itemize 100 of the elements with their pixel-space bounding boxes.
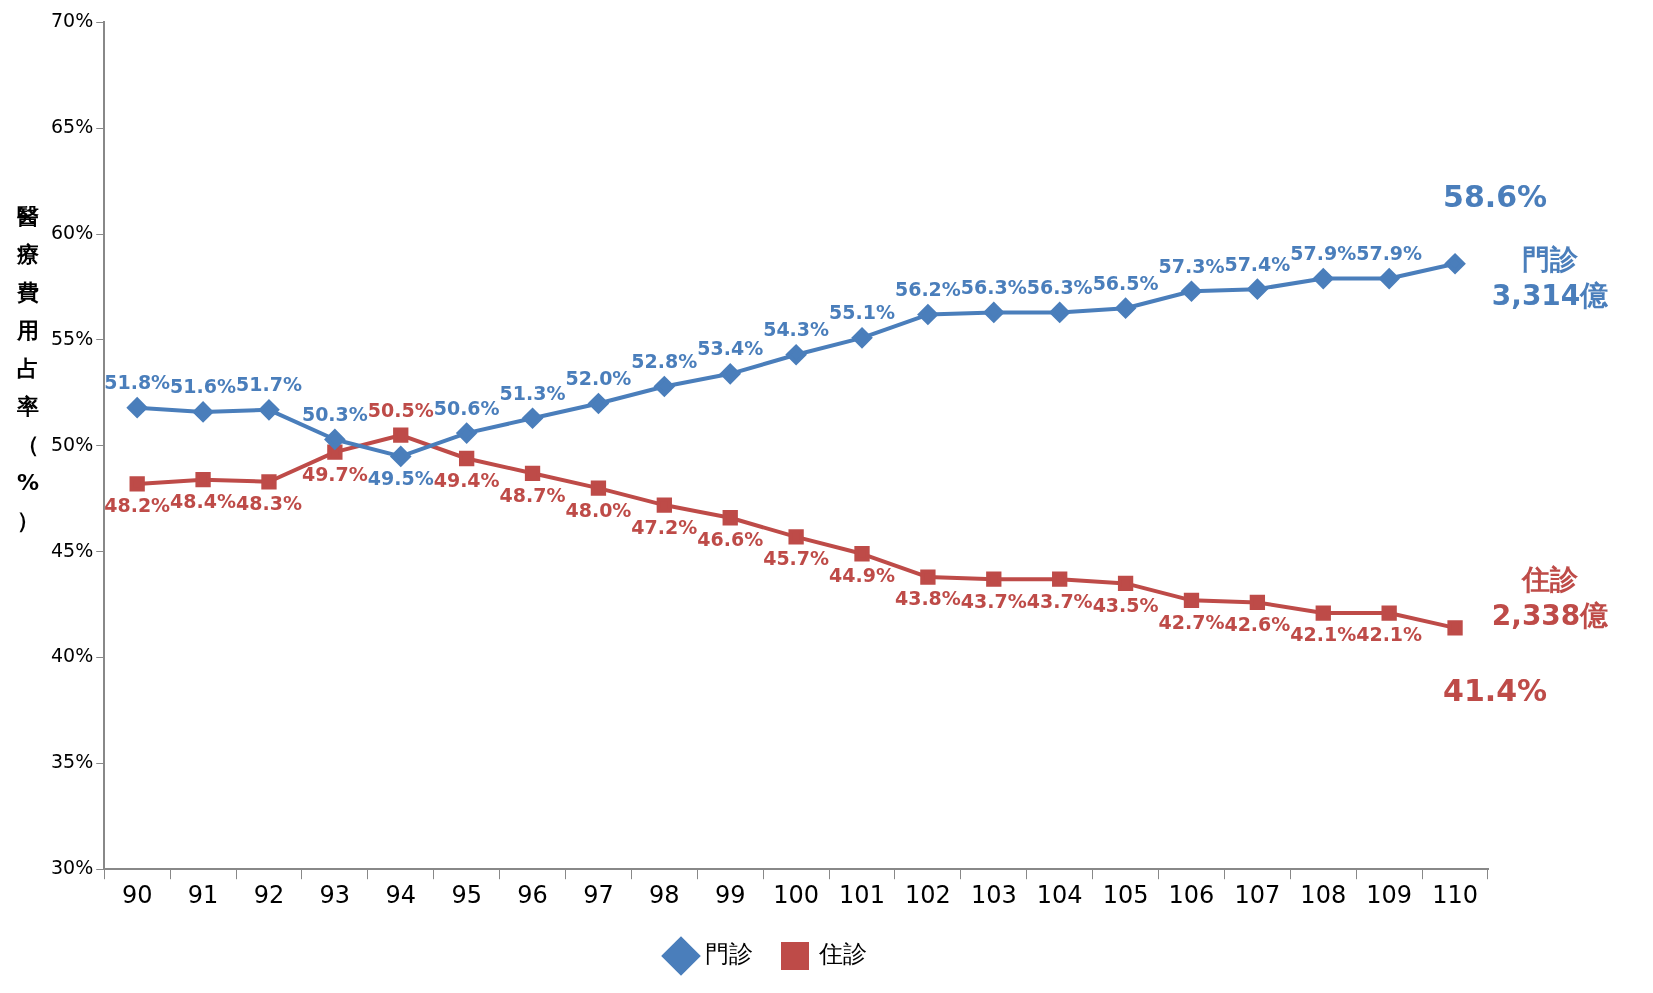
data-label: 56.5% <box>1092 271 1159 294</box>
point <box>524 465 541 481</box>
data-label: 42.7% <box>1158 610 1225 633</box>
data-label: 48.4% <box>170 490 237 513</box>
point <box>458 450 475 467</box>
point <box>1183 592 1200 608</box>
point <box>127 397 148 418</box>
y-tick-label: 60% <box>51 221 94 244</box>
point <box>1445 253 1466 274</box>
point <box>1315 605 1331 621</box>
data-label: 56.3% <box>960 275 1027 298</box>
y-tick-label: 50% <box>51 432 94 455</box>
x-tick-label: 93 <box>319 880 351 909</box>
x-tick-label: 101 <box>839 880 885 909</box>
point <box>1181 281 1202 302</box>
point <box>393 427 409 443</box>
point <box>917 304 938 325</box>
x-tick-label: 108 <box>1300 880 1347 909</box>
data-label: 57.3% <box>1158 254 1225 277</box>
x-tick-label: 96 <box>517 880 548 909</box>
point <box>654 376 675 397</box>
point <box>195 472 211 488</box>
data-label: 51.6% <box>170 375 237 398</box>
x-tick-label: 102 <box>905 880 951 909</box>
point <box>852 327 873 348</box>
point <box>1381 605 1397 621</box>
point <box>324 429 345 450</box>
point <box>390 446 411 467</box>
point <box>656 497 672 513</box>
data-label: 57.9% <box>1356 241 1423 264</box>
point <box>986 571 1002 587</box>
data-label: 55.1% <box>829 301 895 324</box>
data-label: 50.6% <box>433 396 500 419</box>
y-tick-label: 40% <box>51 644 94 667</box>
x-tick-label: 92 <box>253 880 285 909</box>
text: 醫療費用占率（%） <box>16 204 40 533</box>
y-tick-label: 70% <box>51 9 94 32</box>
point <box>258 399 279 420</box>
y-tick-label: 55% <box>51 326 94 349</box>
legend-label: 住診 <box>818 940 867 969</box>
legend-label: 門診 <box>705 940 753 969</box>
point <box>1379 268 1400 289</box>
point <box>1052 571 1068 587</box>
data-label: 56.3% <box>1026 275 1093 298</box>
point <box>1247 279 1268 300</box>
data-label: 42.1% <box>1356 623 1423 646</box>
x-tick-label: 104 <box>1036 880 1083 909</box>
point <box>1249 594 1266 611</box>
data-label: 48.2% <box>104 494 171 517</box>
data-label: 47.2% <box>631 515 698 538</box>
x-tick-label: 91 <box>187 880 219 909</box>
point <box>456 423 477 444</box>
data-label: 58.6% <box>1443 178 1548 214</box>
data-label: 44.9% <box>829 564 895 587</box>
point <box>983 302 1004 323</box>
point <box>722 510 738 526</box>
point <box>788 529 804 545</box>
point <box>588 393 609 414</box>
data-label: 45.7% <box>763 547 830 570</box>
point <box>193 401 214 422</box>
data-label: 52.8% <box>631 349 698 372</box>
data-label: 48.3% <box>236 492 302 515</box>
annotation: 住診 2,338億 <box>1491 563 1610 633</box>
annotation: 門診 3,314億 <box>1491 243 1610 313</box>
point <box>590 480 607 496</box>
point <box>1115 298 1136 319</box>
x-tick-label: 94 <box>385 880 417 909</box>
x-tick-label: 109 <box>1366 880 1413 909</box>
data-label: 57.4% <box>1224 252 1291 275</box>
point <box>1313 268 1334 289</box>
data-label: 53.4% <box>697 337 764 360</box>
y-tick-label: 65% <box>51 115 94 138</box>
data-label: 50.3% <box>301 402 368 425</box>
x-tick-label: 106 <box>1168 880 1215 909</box>
data-label: 49.5% <box>367 466 434 489</box>
x-tick-label: 99 <box>714 880 746 909</box>
y-tick-label: 30% <box>51 856 94 879</box>
x-tick-label: 105 <box>1102 880 1149 909</box>
data-label: 52.0% <box>565 366 632 389</box>
data-label: 43.8% <box>894 587 961 610</box>
x-tick-label: 110 <box>1432 880 1478 909</box>
point <box>1447 620 1463 636</box>
data-label: 43.7% <box>960 589 1027 612</box>
x-tick-label: 107 <box>1234 880 1281 909</box>
point <box>786 344 807 365</box>
point <box>522 408 543 429</box>
data-label: 48.0% <box>565 498 632 521</box>
x-tick-label: 90 <box>121 880 153 909</box>
x-tick-label: 95 <box>451 880 482 909</box>
point <box>720 363 741 384</box>
data-label: 51.7% <box>236 373 302 396</box>
point <box>261 474 277 490</box>
data-label: 49.4% <box>433 468 500 491</box>
point <box>1117 575 1134 592</box>
y-tick-label: 35% <box>51 750 94 773</box>
x-tick-label: 103 <box>970 880 1017 909</box>
data-label: 49.7% <box>301 462 368 485</box>
x-tick-label: 100 <box>773 880 820 909</box>
x-tick-label: 97 <box>583 880 614 909</box>
data-label: 48.7% <box>499 483 566 506</box>
